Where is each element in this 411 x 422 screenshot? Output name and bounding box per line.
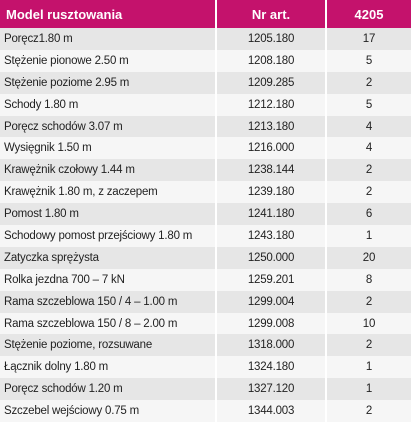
table-cell: Krawężnik 1.80 m, z zaczepem xyxy=(0,181,217,204)
table-row: Rama szczeblowa 150 / 8 – 2.00 m 1299.008… xyxy=(0,312,411,335)
table-cell: 10 xyxy=(326,312,411,335)
table-cell: 6 xyxy=(326,203,411,226)
table-cell: 5 xyxy=(326,49,411,72)
table-cell: 1208.180 xyxy=(216,49,327,72)
table-cell: Pomost 1.80 m xyxy=(0,203,217,226)
table-cell: 2 xyxy=(326,400,411,422)
table-cell: 1318.000 xyxy=(216,334,327,357)
table-cell: Schody 1.80 m xyxy=(0,93,217,116)
table-row: Łącznik dolny 1.80 m 1324.180 1 xyxy=(0,356,411,379)
table-row: Szczebel wejściowy 0.75 m 1344.003 2 xyxy=(0,400,411,422)
table-cell: Poręcz schodów 3.07 m xyxy=(0,115,217,138)
table-cell: 1 xyxy=(326,378,411,401)
table-cell: 2 xyxy=(326,159,411,182)
table-row: Poręcz schodów 1.20 m 1327.120 1 xyxy=(0,378,411,401)
table-row: Poręcz schodów 3.07 m 1213.180 4 xyxy=(0,115,411,138)
table-cell: 1209.285 xyxy=(216,71,327,94)
table-cell: Schodowy pomost przejściowy 1.80 m xyxy=(0,225,217,247)
table-row: Stężenie poziome, rozsuwane 1318.000 2 xyxy=(0,334,411,357)
table-cell: 1241.180 xyxy=(216,203,327,226)
table-cell: Rolka jezdna 700 – 7 kN xyxy=(0,268,217,291)
table-cell: Krawężnik czołowy 1.44 m xyxy=(0,159,217,182)
table-cell: 2 xyxy=(326,71,411,94)
table-cell: 1344.003 xyxy=(216,400,327,422)
table-cell: 2 xyxy=(326,290,411,313)
table-cell: 1213.180 xyxy=(216,115,327,138)
table-cell: Szczebel wejściowy 0.75 m xyxy=(0,400,217,422)
table-cell: Łącznik dolny 1.80 m xyxy=(0,356,217,379)
table-row: Schodowy pomost przejściowy 1.80 m 1243.1… xyxy=(0,225,411,247)
table-cell: 1239.180 xyxy=(216,181,327,204)
table-cell: 17 xyxy=(326,28,411,50)
table-row: Wysięgnik 1.50 m 1216.000 4 xyxy=(0,137,411,160)
table-cell: Poręcz1.80 m xyxy=(0,28,217,50)
table-cell: 4 xyxy=(326,115,411,138)
table-row: Krawężnik czołowy 1.44 m 1238.144 2 xyxy=(0,159,411,182)
table-cell: 1205.180 xyxy=(216,28,327,50)
table-cell: 1259.201 xyxy=(216,268,327,291)
table-cell: 1 xyxy=(326,225,411,247)
header-cell: 4205 xyxy=(326,0,411,28)
table-cell: Stężenie pionowe 2.50 m xyxy=(0,49,217,72)
table-row: Poręcz1.80 m 1205.180 17 xyxy=(0,28,411,50)
table-cell: Rama szczeblowa 150 / 8 – 2.00 m xyxy=(0,312,217,335)
table-cell: 8 xyxy=(326,268,411,291)
table-cell: 1299.008 xyxy=(216,312,327,335)
header-cell: Nr art. xyxy=(216,0,327,28)
table-cell: 5 xyxy=(326,93,411,116)
table-cell: Rama szczeblowa 150 / 4 – 1.00 m xyxy=(0,290,217,313)
table-row: Schody 1.80 m 1212.180 5 xyxy=(0,93,411,116)
table-cell: Poręcz schodów 1.20 m xyxy=(0,378,217,401)
table-row: Krawężnik 1.80 m, z zaczepem 1239.180 2 xyxy=(0,181,411,204)
table-cell: 1327.120 xyxy=(216,378,327,401)
table-row: Rolka jezdna 700 – 7 kN 1259.201 8 xyxy=(0,268,411,291)
table-row: Stężenie poziome 2.95 m 1209.285 2 xyxy=(0,71,411,94)
table-cell: 4 xyxy=(326,137,411,160)
table-cell: Stężenie poziome 2.95 m xyxy=(0,71,217,94)
table-cell: Wysięgnik 1.50 m xyxy=(0,137,217,160)
table-cell: 1250.000 xyxy=(216,246,327,269)
header-row: Model rusztowania Nr art. 4205 xyxy=(0,0,411,28)
table-cell: 1238.144 xyxy=(216,159,327,182)
table-cell: Zatyczka sprężysta xyxy=(0,246,217,269)
table-cell: 20 xyxy=(326,246,411,269)
table-row: Pomost 1.80 m 1241.180 6 xyxy=(0,203,411,226)
table-cell: Stężenie poziome, rozsuwane xyxy=(0,334,217,357)
table-row: Rama szczeblowa 150 / 4 – 1.00 m 1299.004… xyxy=(0,290,411,313)
table-cell: 1212.180 xyxy=(216,93,327,116)
table-cell: 1243.180 xyxy=(216,225,327,247)
table-cell: 1 xyxy=(326,356,411,379)
table-row: Stężenie pionowe 2.50 m 1208.180 5 xyxy=(0,49,411,72)
table-cell: 1216.000 xyxy=(216,137,327,160)
table-row: Zatyczka sprężysta 1250.000 20 xyxy=(0,246,411,269)
table-cell: 1299.004 xyxy=(216,290,327,313)
table-cell: 2 xyxy=(326,181,411,204)
table-cell: 1324.180 xyxy=(216,356,327,379)
table-body: Poręcz1.80 m 1205.180 17 Stężenie pionowe 2… xyxy=(0,28,411,422)
table-cell: 2 xyxy=(326,334,411,357)
header-cell: Model rusztowania xyxy=(0,0,217,28)
